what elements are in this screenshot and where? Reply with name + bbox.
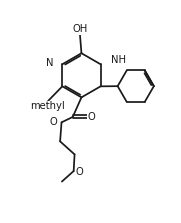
Text: O: O [50,117,58,127]
Text: OH: OH [72,24,88,34]
Text: O: O [76,167,84,178]
Text: methyl: methyl [30,101,65,111]
Text: NH: NH [111,55,126,65]
Text: O: O [88,112,95,122]
Text: N: N [46,58,54,68]
